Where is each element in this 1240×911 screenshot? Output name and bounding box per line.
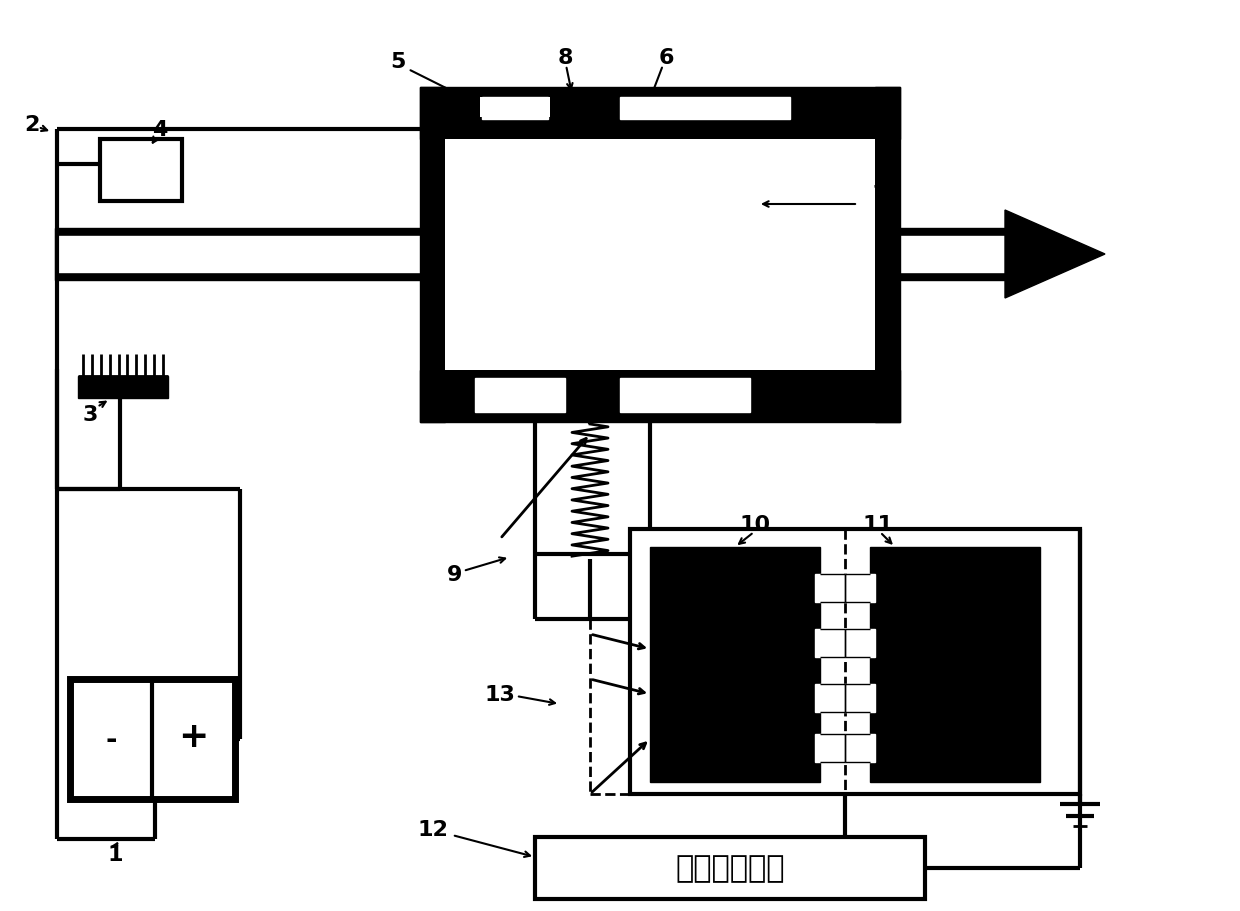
Text: 10: 10: [739, 515, 770, 535]
Text: 1: 1: [107, 844, 123, 864]
Text: 12: 12: [418, 819, 449, 839]
Text: 计算处理模块: 计算处理模块: [676, 854, 785, 883]
Polygon shape: [844, 734, 875, 763]
Polygon shape: [620, 97, 790, 120]
Polygon shape: [55, 229, 420, 281]
Text: 13: 13: [485, 684, 516, 704]
Text: 8: 8: [557, 48, 573, 68]
Bar: [480, 97, 551, 118]
Polygon shape: [815, 630, 844, 657]
Polygon shape: [900, 237, 1004, 272]
Text: +: +: [177, 719, 208, 753]
Polygon shape: [78, 376, 167, 398]
Polygon shape: [844, 630, 875, 657]
Text: -: -: [105, 725, 117, 753]
Bar: [445, 140, 875, 371]
Polygon shape: [482, 97, 548, 120]
Polygon shape: [620, 379, 750, 413]
Text: 7: 7: [872, 185, 888, 205]
Bar: [875, 87, 900, 423]
Bar: [69, 680, 236, 799]
Bar: [420, 87, 900, 140]
Text: 5: 5: [391, 52, 405, 72]
Bar: [420, 371, 900, 423]
Bar: [482, 100, 548, 116]
Polygon shape: [58, 237, 420, 272]
Polygon shape: [900, 229, 1011, 281]
Polygon shape: [844, 684, 875, 712]
Bar: [100, 140, 182, 201]
Text: 9: 9: [448, 565, 463, 584]
Bar: [630, 529, 1080, 794]
Bar: [420, 87, 445, 423]
Bar: [650, 548, 820, 783]
Polygon shape: [815, 574, 844, 602]
Text: 4: 4: [153, 120, 167, 140]
Text: 11: 11: [863, 515, 894, 535]
Text: 2: 2: [25, 115, 40, 135]
Text: 6: 6: [658, 48, 673, 68]
Polygon shape: [844, 574, 875, 602]
Bar: [534, 837, 925, 899]
Polygon shape: [475, 379, 565, 413]
Polygon shape: [815, 734, 844, 763]
Text: 3: 3: [82, 404, 98, 425]
Bar: [870, 548, 1040, 783]
Polygon shape: [815, 684, 844, 712]
Polygon shape: [1004, 210, 1105, 299]
